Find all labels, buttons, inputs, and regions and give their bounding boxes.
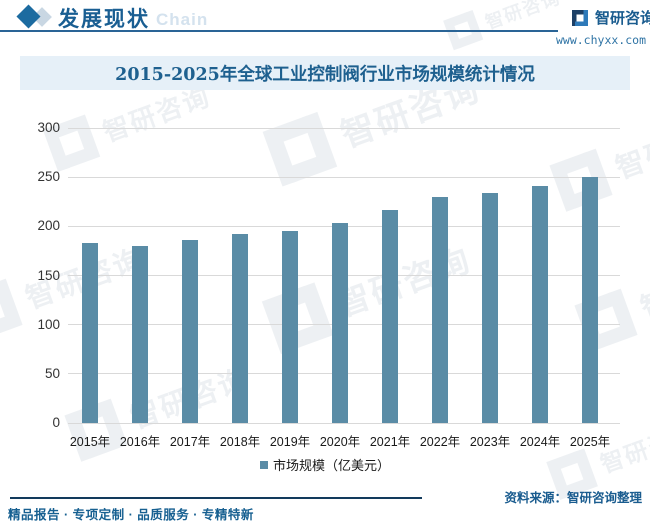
x-axis-label: 2019年 (269, 435, 311, 449)
y-axis-label: 0 (52, 415, 60, 430)
brand: 智研咨询 (570, 7, 650, 28)
gridline (68, 127, 620, 129)
x-axis-label: 2024年 (519, 435, 561, 449)
legend-label: 市场规模（亿美元） (272, 458, 390, 473)
x-axis-label: 2017年 (169, 435, 211, 449)
x-axis-label: 2018年 (219, 435, 261, 449)
y-axis-label: 300 (37, 120, 60, 135)
bar-2016年 (132, 246, 148, 423)
gridline (68, 176, 620, 178)
bar-2024年 (532, 186, 548, 423)
x-axis-label: 2025年 (569, 435, 611, 449)
bar-2022年 (432, 196, 448, 423)
zhiyan-logo-icon (572, 9, 588, 26)
section-subtitle: Chain (156, 10, 209, 29)
chart-legend: 市场规模（亿美元） (0, 455, 650, 474)
x-axis-label: 2015年 (69, 435, 111, 449)
header: 发展现状 Chain 智研咨询 www.chyxx.com (0, 0, 650, 48)
diamond-icon-front (16, 4, 41, 29)
y-axis-label: 50 (44, 365, 60, 381)
brand-url: www.chyxx.com (555, 33, 646, 47)
y-axis-label: 250 (37, 169, 60, 185)
section-title: 发展现状 (58, 8, 150, 31)
bar-2017年 (182, 240, 198, 423)
bar-2020年 (332, 223, 348, 423)
bar-2015年 (82, 243, 98, 423)
data-source: 资料来源：智研咨询整理 (504, 491, 642, 505)
bar-2023年 (482, 192, 498, 423)
chart-title: 2015-2025年全球工业控制阀行业市场规模统计情况 (115, 64, 535, 85)
x-axis-label: 2020年 (319, 435, 361, 449)
diamond-icon (16, 4, 60, 31)
legend-swatch-icon (259, 460, 268, 469)
x-axis-label: 2023年 (469, 435, 511, 449)
y-axis-label: 200 (37, 218, 60, 234)
footer-tagline: 精品报告 · 专项定制 · 品质服务 · 专精特新 (8, 508, 254, 522)
gridline (68, 422, 620, 424)
y-axis-label: 100 (37, 316, 60, 332)
bar-2019年 (282, 231, 298, 423)
chart-title-band: 2015-2025年全球工业控制阀行业市场规模统计情况 (20, 56, 630, 90)
bar-2025年 (582, 177, 598, 423)
bar-2021年 (382, 209, 398, 423)
footer-divider (10, 497, 422, 499)
x-axis-label: 2021年 (369, 435, 411, 449)
header-divider (0, 30, 558, 32)
y-axis-label: 150 (37, 267, 60, 283)
brand-name: 智研咨询 (595, 10, 650, 27)
bar-2018年 (232, 234, 248, 423)
x-axis-label: 2016年 (119, 435, 161, 449)
x-axis-label: 2022年 (419, 435, 461, 449)
